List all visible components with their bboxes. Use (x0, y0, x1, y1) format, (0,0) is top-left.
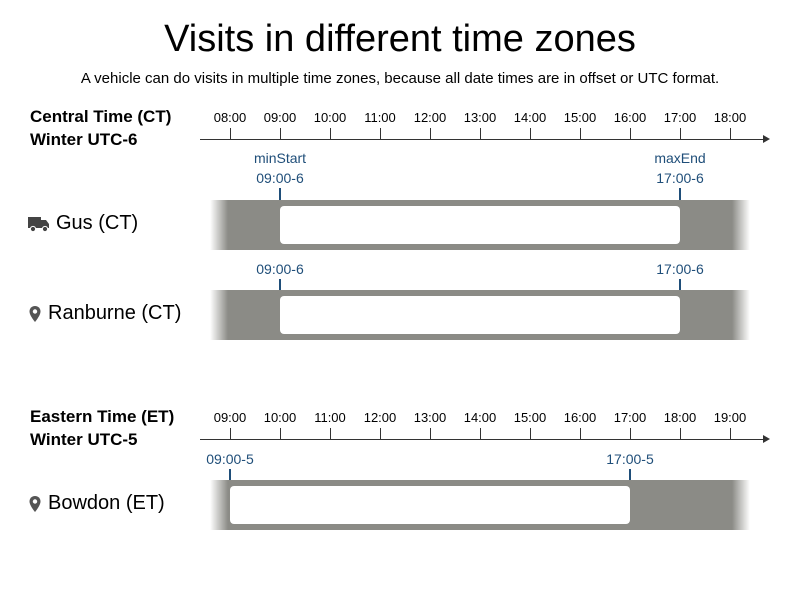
gus-start-marker-label: minStart 09:00-6 (235, 148, 325, 188)
axis-tick (380, 428, 381, 439)
bowdon-availability-window (230, 486, 630, 524)
gus-end-marker-line (679, 188, 681, 205)
central-zone-label: Central Time (CT) Winter UTC-6 (30, 105, 171, 151)
bowdon-start-marker-line (229, 469, 231, 485)
ranburne-name: Ranburne (CT) (48, 302, 182, 324)
axis-tick-label: 08:00 (213, 110, 247, 125)
axis-tick (280, 428, 281, 439)
central-zone-offset: Winter UTC-6 (30, 130, 138, 149)
axis-tick (580, 428, 581, 439)
ranburne-start-marker-line (279, 279, 281, 295)
band-fade-left (210, 290, 228, 340)
bowdon-end-marker-line (629, 469, 631, 485)
axis-tick (580, 128, 581, 139)
central-axis-arrow (763, 135, 770, 143)
axis-tick (630, 428, 631, 439)
axis-tick (530, 428, 531, 439)
axis-tick (530, 128, 531, 139)
ranburne-end-time: 17:00-6 (656, 261, 704, 277)
axis-tick-label: 10:00 (313, 110, 347, 125)
axis-tick-label: 18:00 (713, 110, 747, 125)
axis-tick-label: 14:00 (463, 410, 497, 425)
min-start-label: minStart (253, 150, 307, 166)
axis-tick-label: 17:00 (613, 410, 647, 425)
axis-tick (480, 128, 481, 139)
diagram-title: Visits in different time zones (164, 18, 636, 60)
gus-availability-window (280, 206, 680, 244)
axis-tick-label: 16:00 (613, 110, 647, 125)
ranburne-start-time: 09:00-6 (256, 261, 304, 277)
min-start-time: 09:00-6 (256, 170, 304, 186)
axis-tick-label: 14:00 (513, 110, 547, 125)
central-zone-name: Central Time (CT) (30, 107, 172, 126)
truck-icon (28, 216, 49, 232)
axis-tick-label: 11:00 (314, 410, 346, 425)
axis-tick (480, 428, 481, 439)
gus-end-marker-label: maxEnd 17:00-6 (635, 148, 725, 188)
axis-tick-label: 19:00 (713, 410, 747, 425)
band-fade-right (732, 290, 750, 340)
band-fade-right (732, 200, 750, 250)
ranburne-label: Ranburne (CT) (28, 302, 181, 325)
band-fade-left (210, 480, 228, 530)
axis-tick-label: 11:00 (364, 110, 396, 125)
axis-tick (380, 128, 381, 139)
ranburne-availability-window (280, 296, 680, 334)
band-fade-right (732, 480, 750, 530)
eastern-axis-line (200, 439, 765, 440)
bowdon-start-time: 09:00-5 (206, 451, 254, 467)
axis-tick (680, 128, 681, 139)
central-axis-line (200, 139, 765, 140)
bowdon-end-time: 17:00-5 (606, 451, 654, 467)
location-pin-icon (29, 305, 41, 322)
axis-tick (230, 428, 231, 439)
eastern-zone-offset: Winter UTC-5 (30, 430, 138, 449)
axis-tick (430, 428, 431, 439)
axis-tick-label: 16:00 (563, 410, 597, 425)
axis-tick-label: 17:00 (663, 110, 697, 125)
band-fade-left (210, 200, 228, 250)
bowdon-label: Bowdon (ET) (28, 492, 165, 515)
axis-tick (680, 428, 681, 439)
axis-tick (430, 128, 431, 139)
bowdon-name: Bowdon (ET) (48, 492, 165, 514)
ranburne-timeline-band (210, 290, 750, 340)
gus-name: Gus (CT) (56, 212, 139, 234)
axis-tick-label: 09:00 (263, 110, 297, 125)
axis-tick (630, 128, 631, 139)
axis-tick (730, 128, 731, 139)
ranburne-end-marker-line (679, 279, 681, 295)
axis-tick-label: 13:00 (463, 110, 497, 125)
axis-tick (280, 128, 281, 139)
axis-tick-label: 09:00 (213, 410, 247, 425)
axis-tick-label: 10:00 (263, 410, 297, 425)
axis-tick (330, 128, 331, 139)
diagram-subtitle: A vehicle can do visits in multiple time… (80, 70, 720, 87)
eastern-zone-label: Eastern Time (ET) Winter UTC-5 (30, 405, 174, 451)
gus-label: Gus (CT) (28, 212, 138, 235)
axis-tick (730, 428, 731, 439)
axis-tick-label: 12:00 (363, 410, 397, 425)
axis-tick-label: 15:00 (563, 110, 597, 125)
axis-tick-label: 13:00 (413, 410, 447, 425)
eastern-zone-name: Eastern Time (ET) (30, 407, 175, 426)
axis-tick (330, 428, 331, 439)
axis-tick (230, 128, 231, 139)
axis-tick-label: 18:00 (663, 410, 697, 425)
gus-timeline-band (210, 200, 750, 250)
axis-tick-label: 12:00 (413, 110, 447, 125)
axis-tick-label: 15:00 (513, 410, 547, 425)
location-pin-icon (29, 495, 41, 512)
max-end-time: 17:00-6 (656, 170, 704, 186)
bowdon-timeline-band (210, 480, 750, 530)
max-end-label: maxEnd (654, 150, 706, 166)
eastern-axis-arrow (763, 435, 770, 443)
gus-start-marker-line (279, 188, 281, 205)
